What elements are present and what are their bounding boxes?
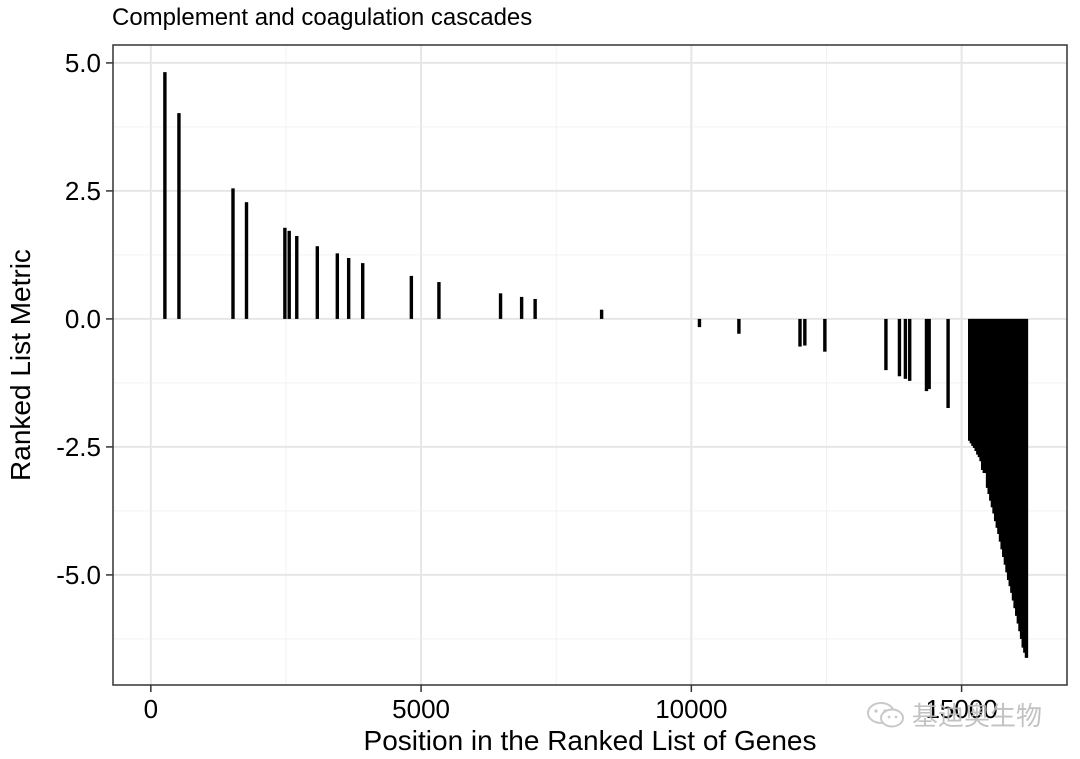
plot-panel-border bbox=[112, 44, 1068, 686]
x-axis-title: Position in the Ranked List of Genes bbox=[364, 725, 817, 756]
y-tick-label: 0.0 bbox=[65, 304, 101, 334]
bar bbox=[599, 309, 604, 319]
bar bbox=[897, 318, 902, 377]
bar bbox=[231, 188, 235, 319]
bar bbox=[287, 230, 291, 319]
bar bbox=[177, 113, 181, 319]
plot-panel-background bbox=[113, 45, 1067, 685]
bar bbox=[244, 202, 249, 319]
bar bbox=[823, 318, 827, 352]
y-tick-label: 2.5 bbox=[65, 176, 101, 206]
bar bbox=[927, 318, 931, 390]
bar bbox=[295, 235, 299, 319]
bar bbox=[498, 293, 503, 319]
chart-title: Complement and coagulation cascades bbox=[112, 4, 532, 31]
bar bbox=[315, 246, 320, 319]
watermark: 基迪奥生物 bbox=[866, 696, 1042, 733]
bar bbox=[903, 318, 908, 379]
bar bbox=[946, 318, 950, 409]
bar bbox=[409, 275, 414, 319]
bar-series bbox=[163, 72, 1029, 658]
bar bbox=[163, 72, 167, 319]
bar bbox=[737, 318, 741, 334]
x-tick-label: 15000 bbox=[925, 694, 997, 724]
y-tick-label: -5.0 bbox=[56, 560, 101, 590]
bar bbox=[361, 263, 365, 319]
axis-ticks: 0 5000 10000 15000 5.0 2.5 0.0 -2.5 -5.0 bbox=[56, 48, 998, 724]
bar bbox=[884, 318, 888, 371]
bar bbox=[697, 318, 702, 328]
bar bbox=[533, 298, 537, 319]
bar bbox=[803, 318, 807, 346]
watermark-text: 基迪奥生物 bbox=[912, 702, 1043, 732]
x-tick-label: 0 bbox=[144, 694, 158, 724]
y-axis-title: Ranked List Metric bbox=[5, 249, 36, 481]
bar bbox=[346, 257, 351, 319]
x-tick-label: 10000 bbox=[655, 694, 727, 724]
bar bbox=[335, 253, 340, 319]
bar bbox=[924, 318, 929, 392]
bar bbox=[283, 227, 287, 319]
bar bbox=[798, 318, 802, 347]
y-tick-label: 5.0 bbox=[65, 48, 101, 78]
x-tick-label: 5000 bbox=[392, 694, 450, 724]
y-tick-label: -2.5 bbox=[56, 432, 101, 462]
bar bbox=[437, 282, 441, 319]
bar bbox=[519, 296, 524, 319]
grid-lines bbox=[113, 45, 1067, 685]
wechat-icon bbox=[867, 701, 904, 727]
bar bbox=[908, 318, 912, 381]
bar bbox=[1024, 318, 1029, 658]
